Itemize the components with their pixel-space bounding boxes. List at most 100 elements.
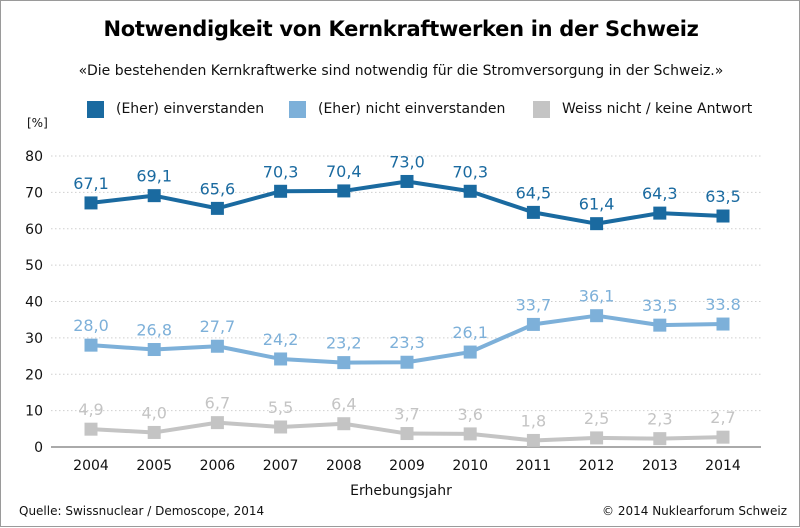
data-label: 6,7 [205,394,230,413]
data-point [210,416,224,430]
data-label: 69,1 [136,167,172,186]
data-label: 1,8 [521,411,546,430]
x-axis-title: Erhebungsjahr [350,483,452,499]
data-point [653,432,667,446]
data-point [337,184,351,198]
data-label: 4,9 [78,400,103,419]
data-label: 26,8 [136,321,172,340]
data-label: 64,5 [516,183,552,202]
data-label: 23,3 [389,333,425,352]
data-point [716,209,730,223]
legend-item-dont-know: Weiss nicht / keine Antwort [533,99,752,119]
data-label: 23,2 [326,334,362,353]
data-point [84,422,98,436]
data-label: 28,0 [73,316,109,335]
data-label: 65,6 [200,179,236,198]
data-point [590,309,604,323]
data-point [526,317,540,331]
x-tick-label: 2013 [642,458,678,474]
x-tick-label: 2014 [705,458,741,474]
y-tick-label: 50 [25,258,43,274]
data-label: 2,5 [584,409,609,428]
copyright-note: © 2014 Nuklearforum Schweiz [602,504,787,518]
legend-label-agree: (Eher) einverstanden [116,101,265,117]
data-point [400,427,414,441]
data-point [526,433,540,447]
data-label: 24,2 [263,330,299,349]
x-tick-label: 2008 [326,458,362,474]
data-point [463,427,477,441]
data-label: 36,1 [579,287,615,306]
data-point [653,206,667,220]
data-label: 2,3 [647,410,672,429]
data-label: 70,4 [326,162,362,181]
data-point [463,345,477,359]
data-point [210,339,224,353]
legend-swatch-dont-know [533,100,550,118]
legend-item-agree: (Eher) einverstanden [87,99,264,119]
data-label: 67,1 [73,174,109,193]
data-label: 33,7 [516,295,552,314]
data-label: 33,5 [642,296,678,315]
x-tick-label: 2006 [200,458,236,474]
y-tick-label: 10 [25,404,43,420]
data-point [147,425,161,439]
data-point [147,189,161,203]
legend-item-disagree: (Eher) nicht einverstanden [289,99,505,119]
y-tick-label: 80 [25,149,43,165]
data-label: 70,3 [263,162,299,181]
data-label: 5,5 [268,398,293,417]
data-point [147,343,161,357]
data-point [274,352,288,366]
data-point [526,205,540,219]
chart-subtitle: «Die bestehenden Kernkraftwerke sind not… [78,63,724,79]
legend-label-dont-know: Weiss nicht / keine Antwort [562,101,753,117]
y-tick-label: 60 [25,222,43,238]
source-note: Quelle: Swissnuclear / Demoscope, 2014 [19,504,265,518]
data-label: 27,7 [200,317,236,336]
data-label: 2,7 [710,408,735,427]
data-point [716,317,730,331]
chart-title: Notwendigkeit von Kernkraftwerken in der… [103,17,699,41]
data-label: 64,3 [642,184,678,203]
data-point [400,355,414,369]
data-point [590,217,604,231]
data-point [653,318,667,332]
data-point [337,417,351,431]
data-label: 73,0 [389,152,425,171]
data-point [590,431,604,445]
data-label: 3,6 [457,405,482,424]
data-label: 4,0 [141,403,166,422]
y-tick-label: 20 [25,367,43,383]
data-point [84,338,98,352]
data-point [274,420,288,434]
legend-label-disagree: (Eher) nicht einverstanden [318,101,506,117]
data-label: 61,4 [579,195,615,214]
data-point [400,174,414,188]
data-label: 33.8 [705,295,741,314]
data-point [84,196,98,210]
data-point [337,356,351,370]
x-tick-label: 2005 [136,458,172,474]
x-tick-label: 2009 [389,458,425,474]
legend-swatch-agree [87,100,104,118]
x-tick-label: 2011 [516,458,552,474]
data-label: 70,3 [452,162,488,181]
x-tick-label: 2004 [73,458,109,474]
legend-swatch-disagree [289,100,306,118]
y-axis-unit: [%] [27,116,48,130]
data-label: 3,7 [394,405,419,424]
data-point [274,184,288,198]
x-tick-label: 2007 [263,458,299,474]
data-label: 6,4 [331,395,356,414]
y-tick-label: 40 [25,295,43,311]
data-label: 63,5 [705,187,741,206]
data-point [463,184,477,198]
data-point [716,430,730,444]
y-tick-label: 30 [25,331,43,347]
x-tick-label: 2012 [579,458,615,474]
data-point [210,201,224,215]
y-tick-label: 70 [25,185,43,201]
